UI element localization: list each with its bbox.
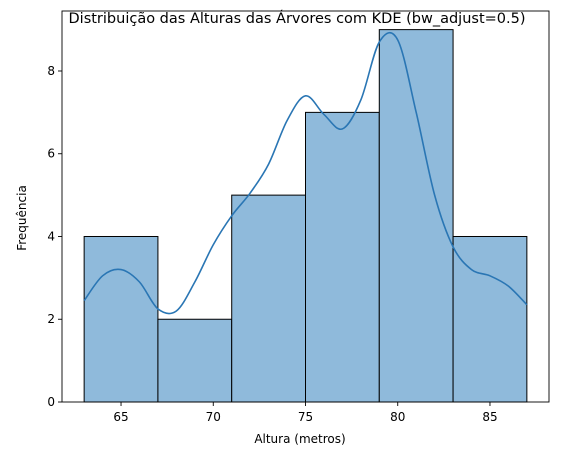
y-axis: 0 2 4 6 8: [47, 64, 62, 409]
histogram-bar-6: [452, 235, 528, 403]
histogram-bar-1: [83, 235, 159, 403]
histogram-bar-4: [305, 111, 380, 403]
chart-title: Distribuição das Alturas das Árvores com…: [69, 10, 526, 27]
histogram-bar-5: [378, 29, 454, 403]
y-tick-label: 2: [47, 312, 55, 326]
x-tick-label: 80: [390, 410, 405, 424]
x-tick-label: 85: [482, 410, 497, 424]
y-axis-label: Frequência: [15, 185, 29, 251]
y-tick-label: 4: [47, 229, 55, 243]
x-axis-label: Altura (metros): [254, 432, 345, 446]
x-tick-label: 70: [206, 410, 221, 424]
histogram-bar-2: [157, 318, 233, 403]
y-tick-label: 0: [47, 395, 55, 409]
x-tick-label: 75: [298, 410, 313, 424]
bars-group: [83, 29, 528, 403]
x-tick-label: 65: [113, 410, 128, 424]
kde-line: [83, 32, 528, 315]
x-axis: 65 70 75 80 85: [113, 402, 498, 424]
y-tick-label: 8: [47, 64, 55, 78]
histogram-bar-3: [231, 194, 307, 403]
y-tick-label: 6: [47, 147, 55, 161]
